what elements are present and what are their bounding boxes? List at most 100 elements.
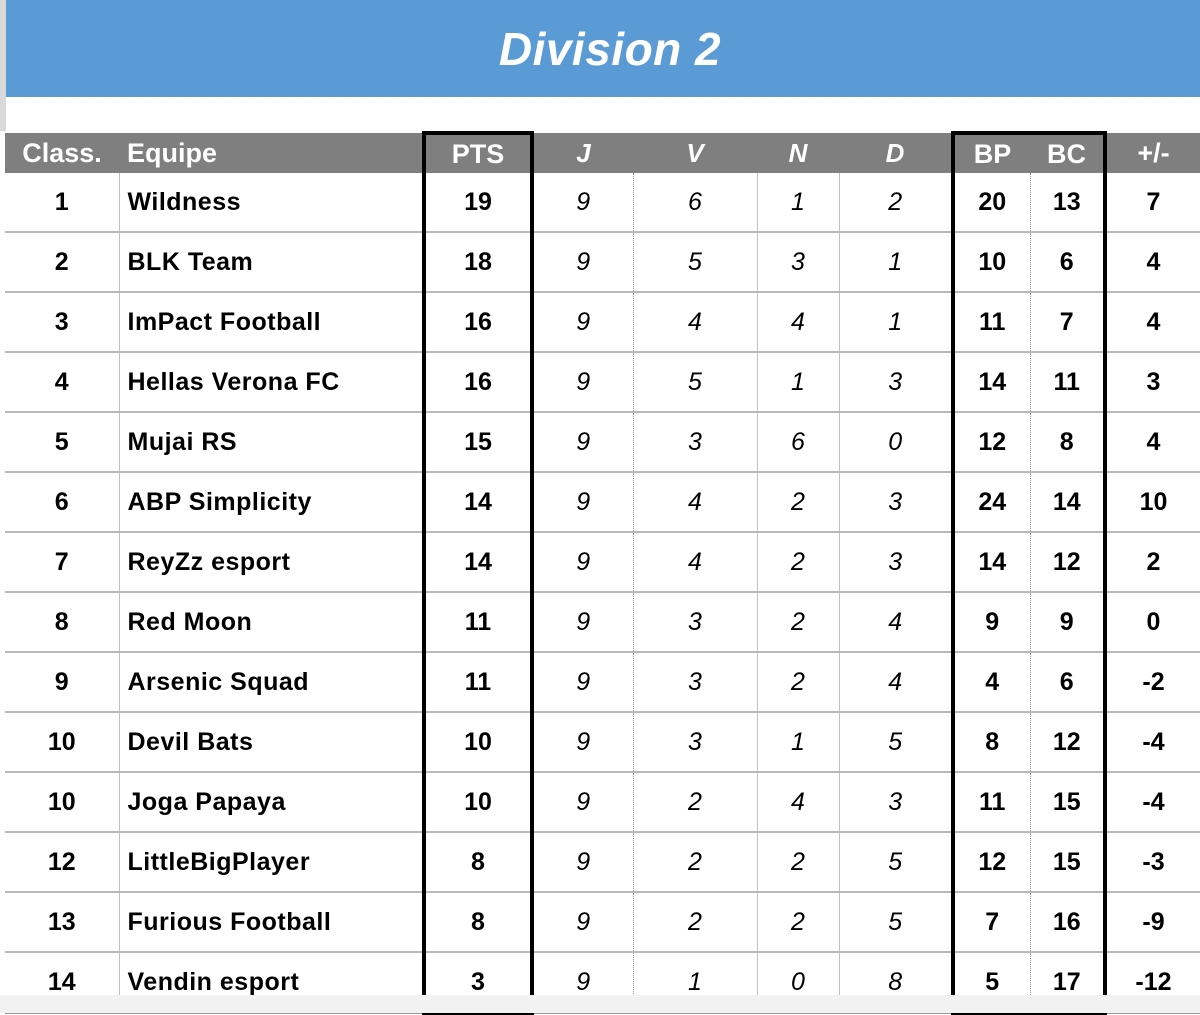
cell-v: 6 [633,173,758,233]
cell-v: 4 [633,532,758,593]
cell-bc: 12 [1030,712,1107,773]
table-row: 6 ABP Simplicity 14 9 4 2 3 24 14 10 [5,472,1200,533]
cell-j: 9 [532,173,634,233]
cell-d: 1 [839,292,953,353]
cell-rank: 7 [5,532,120,593]
cell-n: 2 [757,832,840,893]
cell-team: Furious Football [119,892,425,953]
cell-bp: 20 [951,173,1031,233]
cell-bc: 11 [1030,352,1107,413]
cell-n: 2 [757,892,840,953]
cell-n: 1 [757,712,840,773]
cell-n: 1 [757,173,840,233]
cell-d: 3 [839,472,953,533]
cell-rank: 2 [5,232,120,293]
cell-rank: 6 [5,472,120,533]
cell-pts: 10 [422,772,534,833]
cell-n: 2 [757,592,840,653]
cell-team: Wildness [119,173,425,233]
cell-bp: 12 [951,832,1031,893]
cell-bc: 6 [1030,652,1107,713]
cell-rank: 3 [5,292,120,353]
cell-d: 5 [839,712,953,773]
cell-v: 5 [633,352,758,413]
table-row: 1 Wildness 19 9 6 1 2 20 13 7 [5,173,1200,233]
cell-j: 9 [532,352,634,413]
header-pts: PTS [422,131,534,173]
cell-bp: 9 [951,592,1031,653]
cell-bp: 4 [951,652,1031,713]
table-row: 13 Furious Football 8 9 2 2 5 7 16 -9 [5,892,1200,953]
cell-diff: 7 [1105,173,1200,233]
cell-pts: 10 [422,712,534,773]
cell-bp: 10 [951,232,1031,293]
cell-bp: 11 [951,292,1031,353]
cell-team: Red Moon [119,592,425,653]
cell-bp: 14 [951,532,1031,593]
cell-team: Mujai RS [119,412,425,473]
cell-team: Joga Papaya [119,772,425,833]
cell-diff: -9 [1105,892,1200,953]
cell-diff: -3 [1105,832,1200,893]
cell-rank: 9 [5,652,120,713]
cell-diff: 4 [1105,412,1200,473]
cell-pts: 18 [422,232,534,293]
cell-v: 3 [633,712,758,773]
cell-rank: 8 [5,592,120,653]
cell-n: 1 [757,352,840,413]
table-row: 8 Red Moon 11 9 3 2 4 9 9 0 [5,592,1200,653]
cell-n: 2 [757,532,840,593]
cell-d: 5 [839,832,953,893]
header-d: D [839,133,953,173]
cell-d: 5 [839,892,953,953]
cell-n: 2 [757,652,840,713]
standings-table: Class. Equipe PTS J V N D BP BC +/- 1 Wil… [5,131,1200,1015]
cell-team: LittleBigPlayer [119,832,425,893]
table-row: 10 Devil Bats 10 9 3 1 5 8 12 -4 [5,712,1200,773]
cell-bp: 12 [951,412,1031,473]
cell-diff: 3 [1105,352,1200,413]
cell-j: 9 [532,292,634,353]
header-n: N [757,133,839,173]
cell-pts: 19 [422,173,534,233]
cell-d: 2 [839,173,953,233]
cell-v: 5 [633,232,758,293]
cell-team: Arsenic Squad [119,652,425,713]
cell-v: 4 [633,472,758,533]
cell-bp: 14 [951,352,1031,413]
cell-v: 2 [633,892,758,953]
cell-rank: 4 [5,352,120,413]
cell-diff: 0 [1105,592,1200,653]
footer-strip [0,995,1200,1013]
table-row: 12 LittleBigPlayer 8 9 2 2 5 12 15 -3 [5,832,1200,893]
header-row: Class. Equipe PTS J V N D BP BC +/- [5,131,1200,173]
cell-n: 6 [757,412,840,473]
cell-d: 3 [839,352,953,413]
header-diff: +/- [1105,133,1200,173]
cell-bc: 6 [1030,232,1107,293]
cell-j: 9 [532,772,634,833]
cell-d: 3 [839,772,953,833]
cell-n: 3 [757,232,840,293]
cell-rank: 5 [5,412,120,473]
spacer-row [0,97,1200,131]
cell-team: Devil Bats [119,712,425,773]
table-row: 9 Arsenic Squad 11 9 3 2 4 4 6 -2 [5,652,1200,713]
cell-pts: 8 [422,892,534,953]
cell-bp: 24 [951,472,1031,533]
cell-j: 9 [532,592,634,653]
table-row: 4 Hellas Verona FC 16 9 5 1 3 14 11 3 [5,352,1200,413]
cell-pts: 11 [422,592,534,653]
cell-j: 9 [532,412,634,473]
cell-d: 1 [839,232,953,293]
header-bc: BC [1030,131,1107,173]
cell-j: 9 [532,652,634,713]
cell-bp: 7 [951,892,1031,953]
table-row: 7 ReyZz esport 14 9 4 2 3 14 12 2 [5,532,1200,593]
cell-v: 2 [633,832,758,893]
cell-n: 2 [757,472,840,533]
cell-n: 4 [757,772,840,833]
table-row: 5 Mujai RS 15 9 3 6 0 12 8 4 [5,412,1200,473]
cell-pts: 16 [422,292,534,353]
cell-j: 9 [532,712,634,773]
